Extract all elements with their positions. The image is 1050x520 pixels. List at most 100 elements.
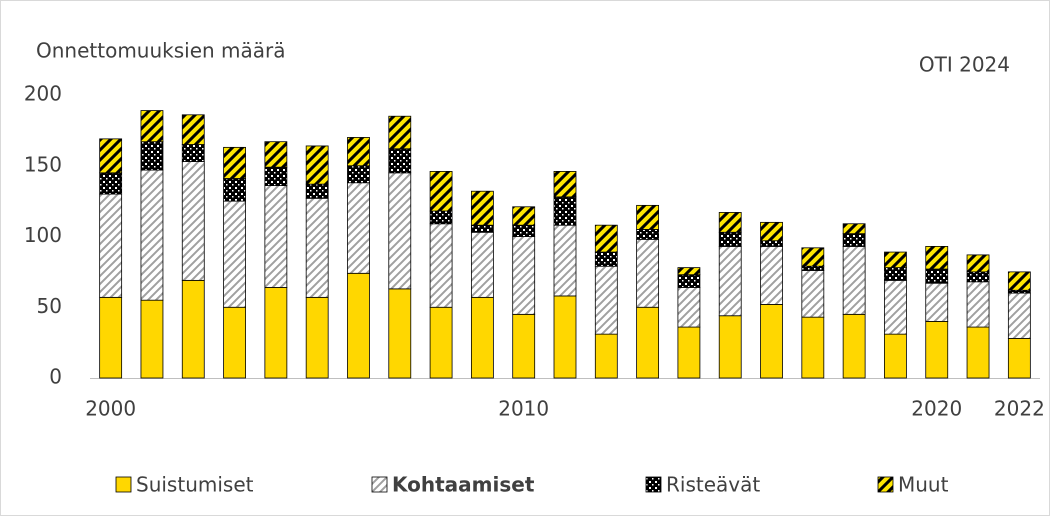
bar-segment: [636, 229, 660, 240]
bar-segment: [677, 267, 701, 276]
bar-segment: [264, 141, 288, 168]
y-tick-label: 100: [24, 223, 62, 247]
legend-swatch: [645, 476, 662, 493]
bar-segment: [884, 279, 907, 335]
bar-segment: [718, 231, 742, 247]
bar-segment: [677, 326, 701, 379]
bar-segment: [801, 247, 825, 267]
bar-segment: [388, 288, 412, 379]
bar-segment: [99, 296, 123, 379]
bar-segment: [223, 178, 246, 202]
bar-segment: [760, 304, 783, 379]
bar-segment: [181, 279, 205, 379]
bar-segment: [347, 137, 370, 167]
bar-segment: [760, 240, 783, 247]
x-tick-label: 2000: [85, 397, 136, 421]
bar-segment: [677, 274, 701, 288]
bar-segment: [305, 197, 329, 298]
bar-segment: [470, 190, 494, 226]
bar-segment: [264, 287, 288, 379]
bar-segment: [842, 313, 866, 379]
bar-segment: [512, 236, 536, 315]
bar-segment: [388, 115, 412, 150]
x-tick-label: 2022: [994, 397, 1045, 421]
bar-segment: [925, 268, 949, 284]
bar-segment: [801, 265, 825, 271]
bar-segment: [1007, 271, 1031, 291]
bar-segment: [594, 224, 618, 253]
bar-segment: [718, 212, 742, 233]
bar-segment: [553, 196, 577, 226]
bar-segment: [553, 224, 577, 297]
bar-segment: [181, 114, 205, 145]
bar-segment: [801, 270, 825, 318]
bar-segment: [925, 282, 949, 322]
legend-swatch: [877, 476, 894, 493]
bar-segment: [594, 251, 618, 267]
bar-segment: [347, 165, 370, 184]
legend-swatch: [371, 476, 388, 493]
bar-segment: [99, 193, 123, 298]
legend-swatch: [115, 476, 132, 493]
bar-segment: [223, 146, 246, 179]
bar-segment: [512, 313, 536, 379]
bar-segment: [925, 246, 949, 270]
y-tick-label: 150: [24, 152, 62, 176]
bar-segment: [140, 169, 164, 301]
annotation: OTI 2024: [919, 53, 1010, 77]
bar-segment: [594, 265, 618, 335]
bar-segment: [966, 254, 990, 273]
bar-segment: [594, 333, 618, 379]
bar-segment: [718, 315, 742, 379]
bar-segment: [512, 206, 536, 226]
bar-segment: [1007, 337, 1031, 379]
y-axis-label: Onnettomuuksien määrä: [36, 39, 286, 63]
bar-segment: [181, 144, 205, 162]
bar-segment: [925, 320, 949, 379]
legend-label: Risteävät: [666, 473, 760, 497]
legend-label: Suistumiset: [136, 473, 254, 497]
bar-segment: [347, 182, 370, 274]
bar-segment: [842, 223, 866, 235]
bar-segment: [966, 281, 990, 328]
bar-segment: [801, 316, 825, 379]
bar-segment: [1007, 292, 1031, 339]
bar-segment: [636, 238, 660, 308]
bar-segment: [264, 185, 288, 288]
bar-segment: [842, 246, 866, 315]
bar-segment: [223, 306, 246, 379]
bar-segment: [429, 306, 453, 379]
bar-segment: [223, 200, 246, 308]
bar-segment: [677, 287, 701, 328]
bar-segment: [429, 171, 453, 212]
bar-segment: [884, 333, 907, 379]
bar-segment: [470, 231, 494, 298]
bar-segment: [347, 272, 370, 379]
bar-segment: [760, 221, 783, 242]
bar-segment: [99, 172, 123, 195]
bar-segment: [553, 171, 577, 198]
bar-segment: [181, 161, 205, 281]
bar-segment: [966, 326, 990, 379]
bar-segment: [884, 267, 907, 281]
bar-segment: [140, 110, 164, 143]
bar-segment: [99, 138, 123, 174]
bar-segment: [470, 224, 494, 233]
x-tick-label: 2010: [498, 397, 549, 421]
bar-segment: [264, 166, 288, 186]
bar-segment: [429, 223, 453, 308]
y-tick-label: 0: [49, 365, 62, 389]
x-tick-label: 2020: [911, 397, 962, 421]
bar-segment: [884, 251, 907, 269]
bar-segment: [388, 172, 412, 290]
bar-segment: [388, 148, 412, 174]
bar-segment: [429, 210, 453, 225]
bar-segment: [305, 145, 329, 185]
y-tick-label: 200: [24, 82, 62, 106]
bar-segment: [760, 246, 783, 305]
bar-segment: [140, 141, 164, 171]
bar-segment: [305, 183, 329, 199]
bar-segment: [140, 299, 164, 379]
bar-segment: [470, 296, 494, 379]
